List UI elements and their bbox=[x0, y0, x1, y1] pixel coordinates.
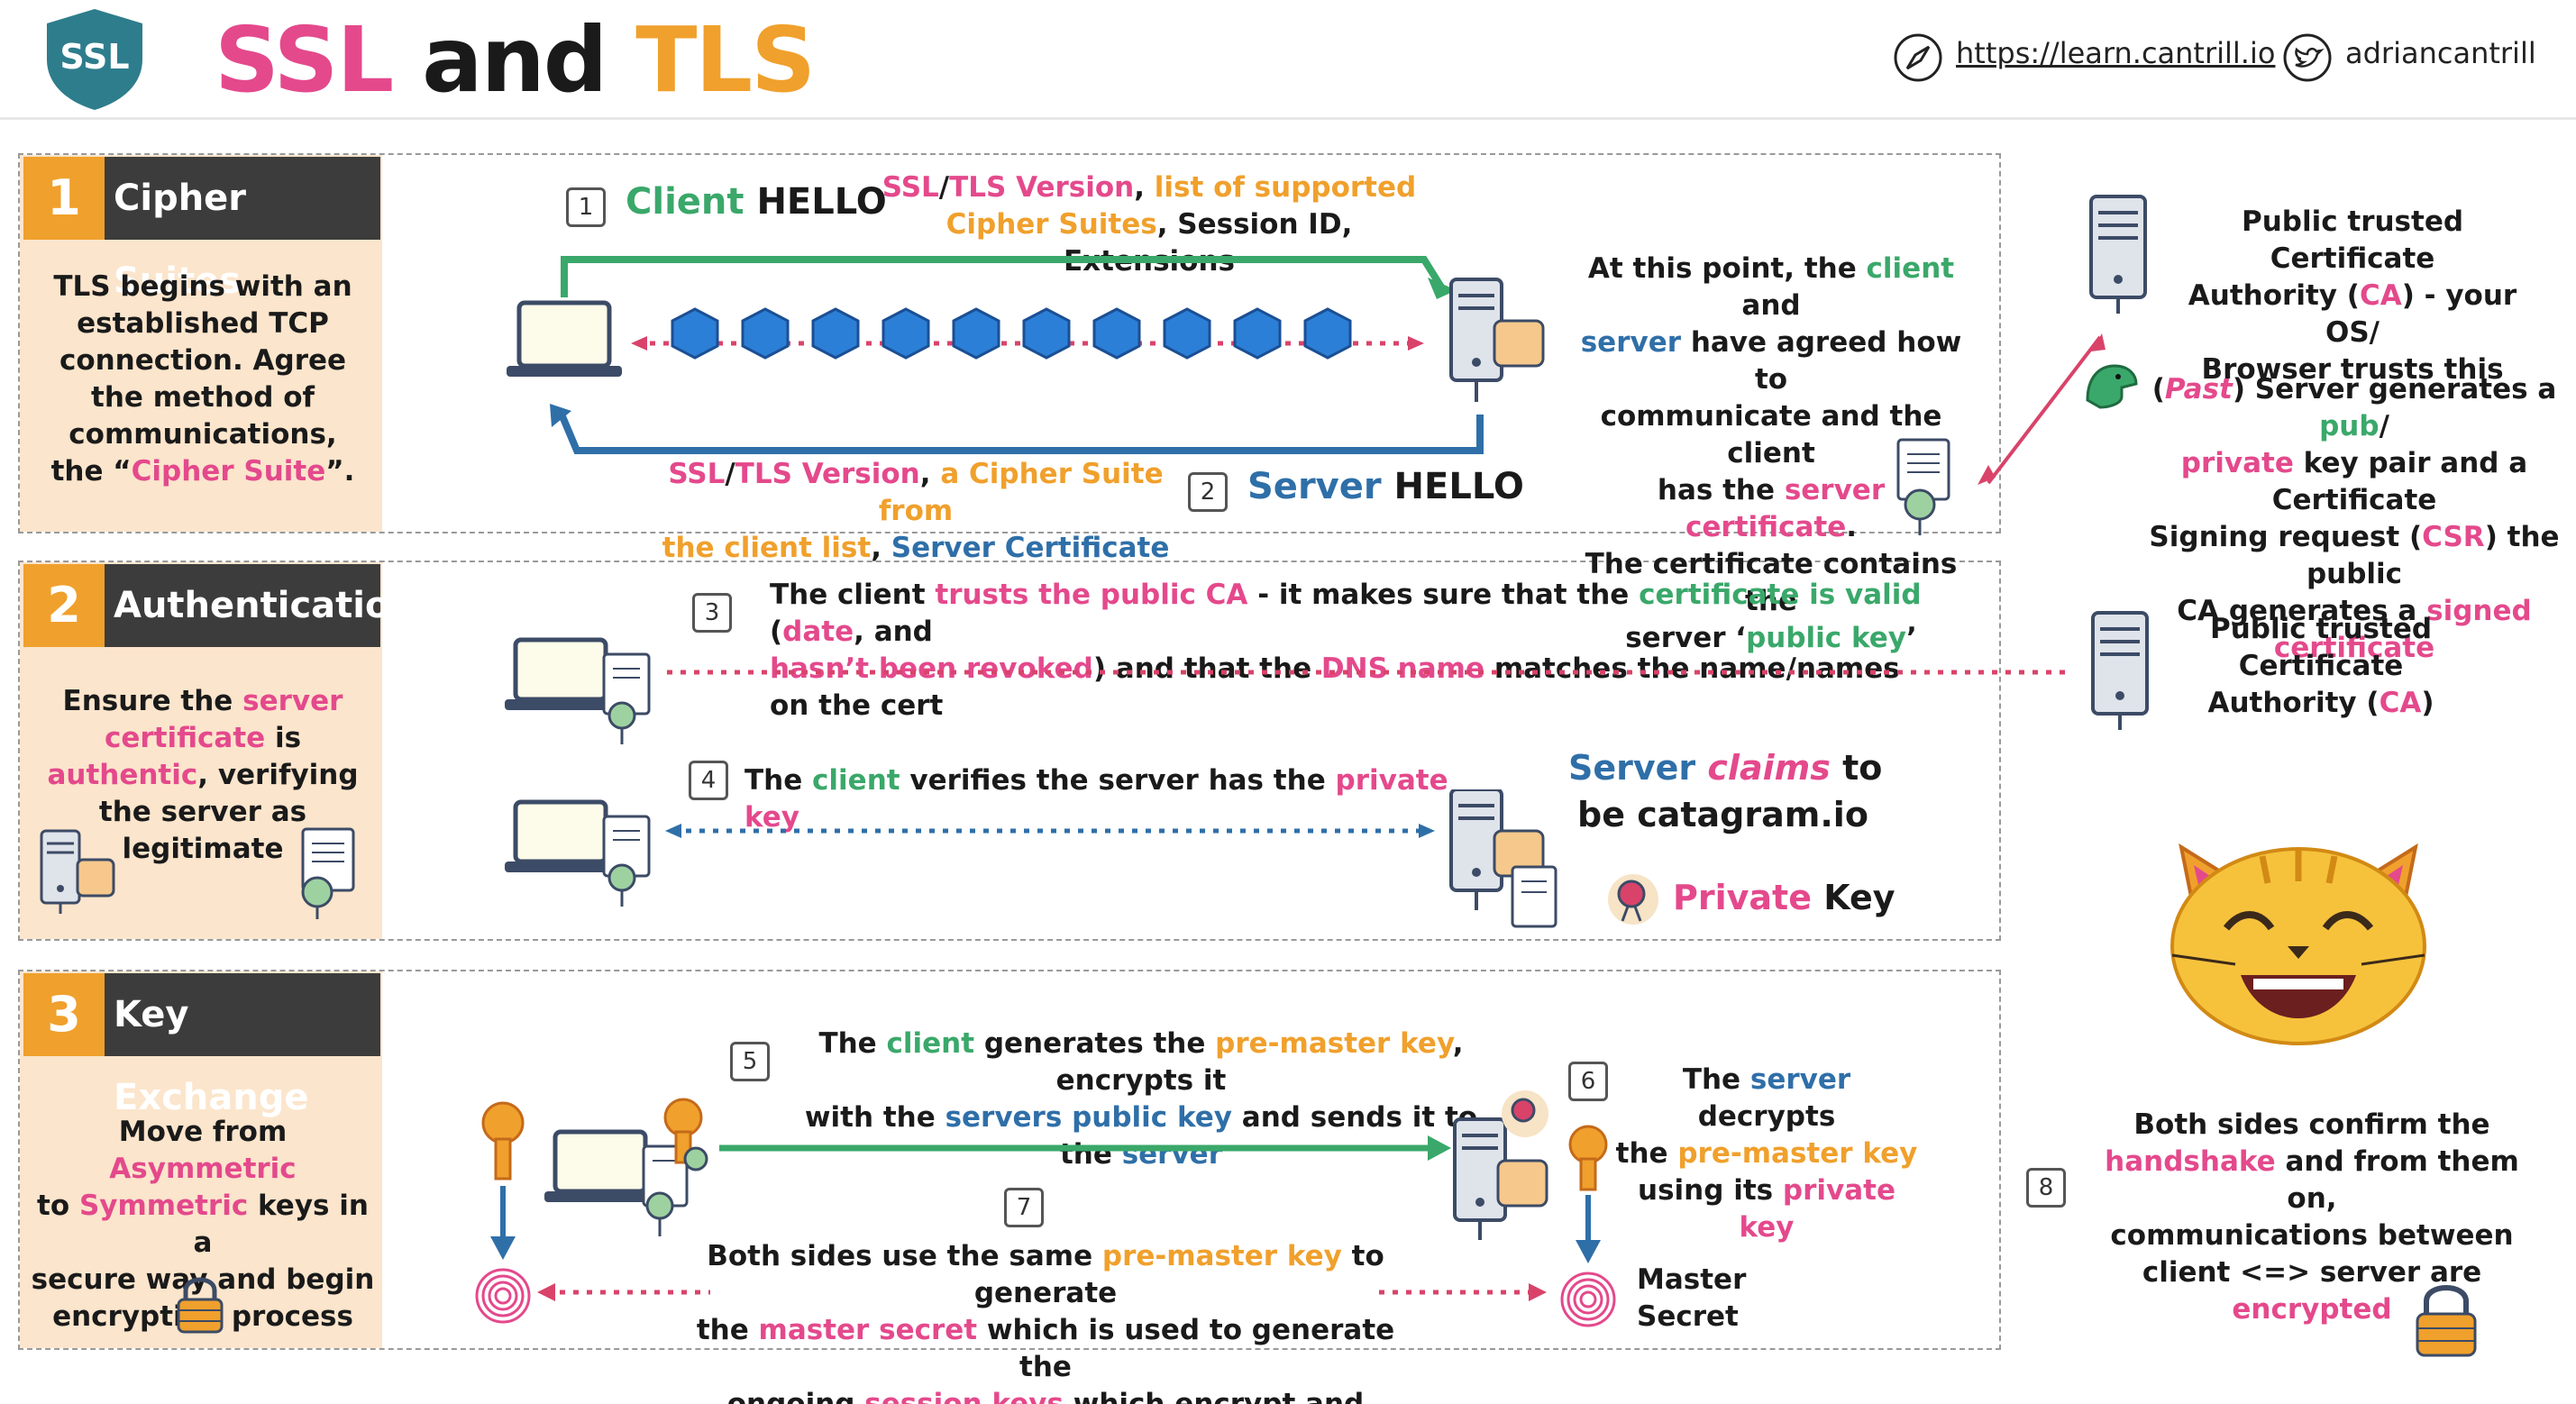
ssl-shield-logo: SSL bbox=[47, 9, 142, 110]
step7-badge: 7 bbox=[1004, 1188, 1044, 1227]
csr-text: (Past) Server generates a pub/ private k… bbox=[2149, 373, 2560, 664]
section1-title: 1 Cipher Suites bbox=[23, 157, 380, 302]
padlock-icon bbox=[2416, 1285, 2477, 1357]
section2-description: Ensure the server certificate is authent… bbox=[47, 685, 359, 865]
certificate-icon bbox=[602, 815, 651, 907]
private-key-seal-icon bbox=[1608, 874, 1658, 925]
step5-text: The client generates the pre-master key,… bbox=[804, 1027, 1478, 1171]
step6-text: The server decrypts the pre-master key u… bbox=[1615, 1063, 1918, 1244]
twitter-icon bbox=[2283, 33, 2332, 82]
section-authentication bbox=[18, 561, 2001, 941]
step6-badge: 6 bbox=[1568, 1062, 1608, 1101]
hello-exchange-diagram bbox=[507, 256, 1545, 454]
master-secret-label: Master Secret bbox=[1637, 1263, 1747, 1333]
step7-text: Both sides use the same pre-master key t… bbox=[696, 1240, 1395, 1404]
csr-arrow bbox=[1978, 333, 2106, 485]
server-icon bbox=[1449, 789, 1545, 910]
section1-description: TLS begins with an established TCP conne… bbox=[50, 270, 355, 488]
step2-badge: 2 bbox=[1188, 472, 1228, 512]
fingerprint-icon bbox=[475, 1268, 531, 1324]
twitter-handle: adriancantrill bbox=[2345, 36, 2536, 70]
server-hello-arrow bbox=[559, 415, 1484, 454]
key-exchange-diagram bbox=[475, 1090, 1616, 1327]
cat-emoji-icon bbox=[2170, 843, 2426, 1045]
dinosaur-icon bbox=[2086, 364, 2138, 409]
step8-text: Both sides confirm the handshake and fro… bbox=[2105, 1108, 2519, 1326]
ca-validation-diagram bbox=[505, 637, 2073, 744]
compass-icon bbox=[1894, 33, 1942, 82]
server-icon bbox=[40, 829, 115, 914]
fingerprint-icon bbox=[1560, 1272, 1616, 1327]
server-hello-label: Server HELLO bbox=[1247, 466, 1524, 507]
key-icon bbox=[481, 1101, 525, 1181]
certificate-icon bbox=[1511, 865, 1557, 928]
ca-server-icon bbox=[2089, 195, 2147, 314]
section-cipher-suites bbox=[18, 153, 2001, 533]
ca-mid-text: Public trusted Certificate Authority (CA… bbox=[2207, 613, 2434, 719]
section2-title: 2 Authentication bbox=[23, 564, 416, 647]
private-key-verify-diagram bbox=[505, 789, 1557, 928]
server-icon bbox=[1453, 1090, 1548, 1240]
client-hello-arrow bbox=[561, 256, 1446, 297]
certificate-icon bbox=[602, 652, 651, 744]
logo-text: SSL bbox=[59, 37, 129, 77]
section3-title: 3 Key Exchange bbox=[23, 973, 380, 1118]
agreement-text: At this point, the client and server hav… bbox=[1580, 252, 1962, 654]
step8-badge: 8 bbox=[2026, 1168, 2066, 1208]
server-hello-description: SSL/TLS Version, a Cipher Suite from the… bbox=[662, 458, 1170, 564]
client-laptop-icon bbox=[544, 1129, 660, 1202]
page-title: SSL and TLS bbox=[215, 7, 816, 113]
header-divider bbox=[0, 117, 2576, 120]
client-hello-description: SSL/TLS Version, list of supported Ciphe… bbox=[882, 171, 1417, 278]
step4-text: The client verifies the server has the p… bbox=[744, 764, 1448, 834]
client-laptop-icon bbox=[507, 300, 622, 377]
client-hello-label: Client HELLO bbox=[626, 181, 887, 223]
client-laptop-icon bbox=[505, 637, 620, 710]
course-link[interactable]: https://learn.cantrill.io bbox=[1956, 36, 2276, 70]
section-key-exchange bbox=[18, 970, 2001, 1350]
certificate-icon bbox=[301, 827, 355, 919]
ca-server-icon bbox=[2091, 611, 2149, 730]
step5-badge: 5 bbox=[730, 1042, 770, 1081]
cipher-blocks bbox=[671, 307, 1352, 360]
private-key-label: Private Key bbox=[1673, 878, 1895, 917]
step3-badge: 3 bbox=[692, 593, 732, 633]
key-icon bbox=[663, 1098, 708, 1172]
server-claims-text: Server claims to be catagram.io bbox=[1568, 748, 1883, 834]
padlock-icon bbox=[177, 1277, 224, 1334]
step3-text: The client trusts the public CA - it mak… bbox=[770, 579, 1922, 722]
step1-badge: 1 bbox=[566, 187, 606, 227]
server-certificate-icon bbox=[1896, 438, 1950, 535]
server-icon bbox=[1449, 278, 1545, 402]
key-icon bbox=[1568, 1125, 1608, 1191]
ca-trusted-text: Public trusted Certificate Authority (CA… bbox=[2188, 205, 2517, 386]
step4-badge: 4 bbox=[689, 761, 728, 800]
